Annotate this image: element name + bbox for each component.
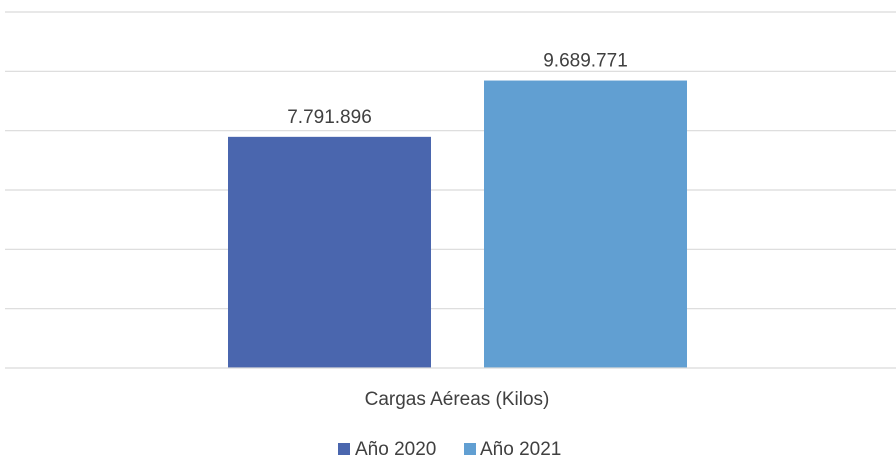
data-label: 7.791.896 <box>287 107 372 128</box>
legend-label-ano-2021: Año 2021 <box>480 439 561 458</box>
legend-swatch-ano-2020 <box>338 443 350 455</box>
bars <box>228 80 687 368</box>
gridlines <box>5 11 896 310</box>
bar-a-o-2020 <box>228 136 431 368</box>
legend-label-ano-2020: Año 2020 <box>355 439 436 458</box>
legend: Año 2020 Año 2021 <box>338 439 561 458</box>
data-label: 9.689.771 <box>543 51 628 72</box>
legend-swatch-ano-2021 <box>464 443 476 455</box>
data-labels: 7.791.896 9.689.771 <box>287 51 628 128</box>
x-tick-label: Cargas Aéreas (Kilos) <box>365 389 550 410</box>
bar-a-o-2021 <box>484 80 687 368</box>
